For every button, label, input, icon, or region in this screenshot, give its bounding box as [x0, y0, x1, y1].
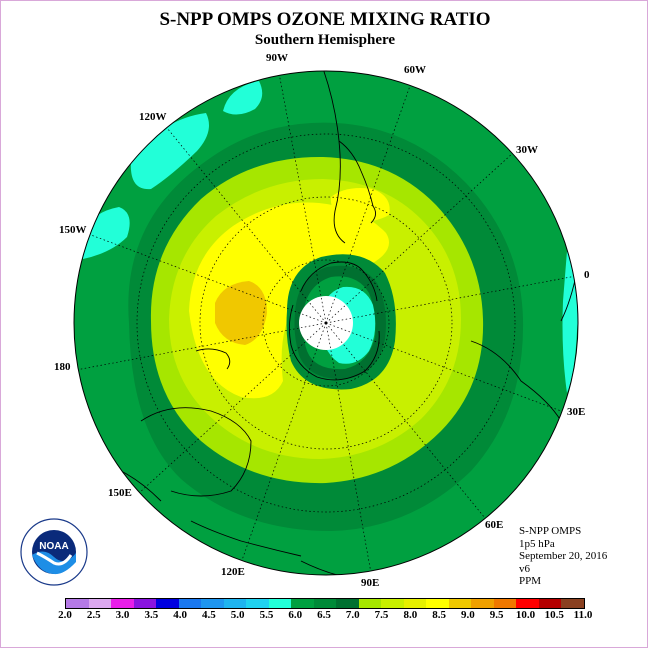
cyan-patch-90w [223, 81, 263, 115]
colorbar-tick-label: 5.0 [230, 609, 245, 621]
colorbar-tick-label: 3.5 [144, 609, 159, 621]
colorbar-segment [426, 599, 449, 608]
noaa-logo-text: NOAA [39, 541, 68, 552]
lon-label-90e: 90E [361, 577, 380, 589]
lon-label-60w: 60W [404, 64, 426, 76]
noaa-logo: NOAA [20, 518, 88, 586]
info-block: S-NPP OMPS 1p5 hPa September 20, 2016 v6… [519, 525, 607, 588]
colorbar-segment [358, 599, 382, 608]
info-date: September 20, 2016 [519, 550, 608, 562]
australia-coast [120, 407, 252, 502]
colorbar-tick-label: 5.5 [259, 609, 274, 621]
lon-label-90w: 90W [266, 52, 288, 64]
colorbar-segment [201, 599, 224, 608]
info-level: 1p5 hPa [519, 537, 555, 550]
lon-label-150e: 150E [108, 487, 132, 499]
lon-label-120e: 120E [221, 566, 245, 578]
colorbar-segment [336, 599, 359, 608]
colorbar-segment [156, 599, 179, 608]
colorbar-tick-label: 3.0 [115, 609, 130, 621]
colorbar-segment [133, 599, 157, 608]
colorbar-tick-label: 10.5 [544, 609, 564, 621]
colorbar-segment [516, 599, 539, 608]
colorbar-segment [471, 599, 494, 608]
yellow-patch-north [330, 188, 390, 223]
colorbar-segment [223, 599, 247, 608]
colorbar-segment [88, 599, 112, 608]
colorbar-tick-label: 7.5 [374, 609, 389, 621]
lon-label-30w: 30W [516, 144, 538, 156]
nz-coast [195, 348, 231, 370]
cyan-patch-120w [130, 113, 209, 190]
colorbar-tick-label: 9.5 [489, 609, 504, 621]
lon-label-180: 180 [54, 361, 71, 373]
lon-label-150w: 150W [59, 224, 87, 236]
indonesia-coast [190, 520, 342, 575]
colorbar-segment [493, 599, 517, 608]
lon-label-60e: 60E [485, 519, 504, 531]
colorbar-tick-label: 2.5 [86, 609, 101, 621]
colorbar-tick-label: 8.0 [403, 609, 418, 621]
colorbar-tick-label: 11.0 [573, 609, 593, 621]
colorbar-tick-label: 7.0 [345, 609, 360, 621]
lon-label-120w: 120W [139, 111, 167, 123]
info-units: PPM [519, 575, 542, 587]
colorbar-segment [246, 599, 269, 608]
antarctica-coast [288, 261, 380, 381]
lon-label-30e: 30E [567, 406, 586, 418]
map-subtitle: Southern Hemisphere [254, 32, 396, 48]
lon-label-0: 0 [584, 269, 590, 281]
colorbar-segment [381, 599, 404, 608]
colorbar-tick-label: 10.0 [515, 609, 536, 621]
south-america-coast [320, 71, 376, 244]
colorbar-segment [111, 599, 134, 608]
colorbar-tick-label: 4.5 [202, 609, 216, 621]
map-border [73, 70, 579, 576]
colorbar-tick-label: 6.5 [317, 609, 331, 621]
info-instrument: S-NPP OMPS [519, 525, 582, 537]
colorbar-tick-label: 8.5 [432, 609, 446, 621]
colorbar-tick-label: 6.0 [288, 609, 303, 621]
colorbar-segment [538, 599, 562, 608]
colorbar-segment [561, 599, 584, 608]
colorbar-segment [178, 599, 202, 608]
info-version: v6 [519, 562, 530, 575]
map-title: S-NPP OMPS OZONE MIXING RATIO [159, 9, 491, 30]
orange-core [215, 281, 267, 345]
colorbar-tick-label: 4.0 [173, 609, 187, 621]
colorbar-tick-label: 2.0 [58, 609, 72, 621]
colorbar-segment [313, 599, 337, 608]
cyan-patch-0 [562, 251, 578, 393]
colorbar-segment [268, 599, 292, 608]
colorbar-segment [448, 599, 472, 608]
colorbar-segment [66, 599, 89, 608]
colorbar [65, 598, 585, 609]
colorbar-ticks: 2.0 2.5 3.0 3.5 4.0 4.5 5.0 5.5 6.0 6.5 7.0 7.5 8.0 8… [51, 609, 597, 623]
colorbar-segment [403, 599, 427, 608]
colorbar-segment [291, 599, 314, 608]
colorbar-tick-label: 9.0 [461, 609, 475, 621]
